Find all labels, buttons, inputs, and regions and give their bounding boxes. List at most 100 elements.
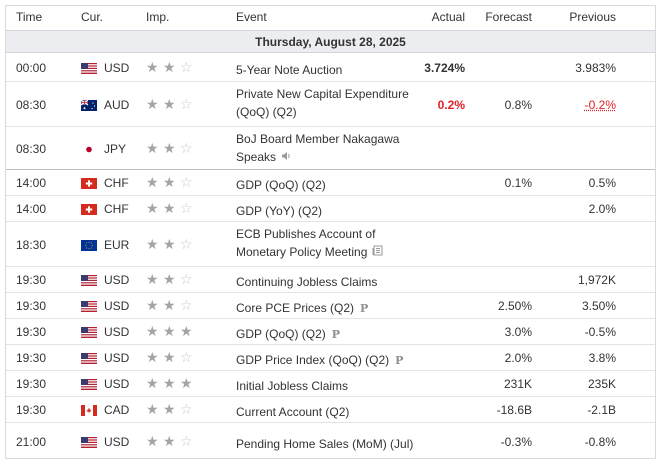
forecast-value: 0.1%	[504, 176, 532, 190]
header-forecast[interactable]: Forecast	[485, 10, 532, 24]
event-time: 14:00	[16, 176, 47, 190]
event-name[interactable]: ECB Publishes Account of Monetary Policy…	[236, 227, 376, 259]
star-empty-icon: ☆	[180, 401, 193, 417]
event-name[interactable]: Current Account (Q2)	[236, 405, 350, 419]
star-filled-icon: ★	[163, 200, 176, 216]
previous-value: 3.983%	[575, 61, 616, 75]
star-filled-icon: ★	[146, 349, 159, 365]
previous-value: -2.1B	[587, 403, 616, 417]
event-name[interactable]: GDP (YoY) (Q2)	[236, 204, 323, 218]
table-row[interactable]: 19:30 USD ★ ★ ☆ GDP Price Index (QoQ) (Q2) P 2.…	[6, 345, 655, 371]
event-name-link[interactable]: Continuing Jobless Claims	[236, 273, 421, 291]
event-name[interactable]: GDP (QoQ) (Q2)	[236, 178, 326, 192]
importance-rating: ★ ★ ☆	[146, 272, 197, 287]
preliminary-icon: P	[360, 302, 369, 315]
table-row[interactable]: 08:30 JPY ★ ★ ☆ BoJ Board Member Nakagawa Spe…	[6, 127, 655, 170]
event-name-link[interactable]: Current Account (Q2)	[236, 403, 421, 421]
importance-rating: ★ ★ ☆	[146, 175, 197, 190]
star-filled-icon: ★	[163, 433, 176, 449]
event-name[interactable]: GDP Price Index (QoQ) (Q2)	[236, 353, 390, 367]
event-name-link[interactable]: ECB Publishes Account of Monetary Policy…	[236, 225, 421, 262]
event-name[interactable]: 5-Year Note Auction	[236, 63, 343, 77]
event-name-link[interactable]: GDP (QoQ) (Q2) P	[236, 325, 421, 344]
table-row[interactable]: 08:30 AUD ★ ★ ☆ Private New Capital Expenditu…	[6, 82, 655, 127]
event-name-link[interactable]: Core PCE Prices (Q2) P	[236, 299, 421, 318]
star-empty-icon: ☆	[180, 200, 193, 216]
header-importance[interactable]: Imp.	[146, 10, 170, 24]
table-row[interactable]: 19:30 USD ★ ★ ★ Initial Jobless Claims 231K 235…	[6, 371, 655, 397]
table-row[interactable]: 14:00 CHF ★ ★ ☆ GDP (QoQ) (Q2) 0.1% 0.5%	[6, 170, 655, 196]
event-name[interactable]: Continuing Jobless Claims	[236, 275, 378, 289]
currency-code: USD	[104, 377, 130, 391]
event-time: 19:30	[16, 351, 47, 365]
importance-rating: ★ ★ ☆	[146, 402, 197, 417]
us-flag-icon	[81, 63, 97, 74]
ch-flag-icon	[81, 178, 97, 189]
star-filled-icon: ★	[146, 140, 159, 156]
table-row[interactable]: 18:30 EUR ★ ★ ☆ ECB Publishes Account of Mone…	[6, 222, 655, 267]
star-filled-icon: ★	[146, 200, 159, 216]
table-row[interactable]: 21:00 USD ★ ★ ☆ Pending Home Sales (MoM) (Jul…	[6, 423, 655, 458]
star-filled-icon: ★	[163, 297, 176, 313]
header-event[interactable]: Event	[236, 10, 267, 24]
event-name-link[interactable]: Pending Home Sales (MoM) (Jul)	[236, 435, 421, 453]
star-filled-icon: ★	[163, 271, 176, 287]
star-filled-icon: ★	[146, 59, 159, 75]
event-time: 19:30	[16, 325, 47, 339]
event-name-link[interactable]: Initial Jobless Claims	[236, 377, 421, 395]
table-row[interactable]: 19:30 USD ★ ★ ★ GDP (QoQ) (Q2) P 3.0% -0.5%	[6, 319, 655, 345]
event-name-link[interactable]: BoJ Board Member Nakagawa Speaks	[236, 130, 421, 167]
event-name-link[interactable]: 5-Year Note Auction	[236, 61, 421, 79]
table-row[interactable]: 19:30 USD ★ ★ ☆ Continuing Jobless Claims 1,97…	[6, 267, 655, 293]
header-currency[interactable]: Cur.	[81, 10, 104, 24]
us-flag-icon	[81, 301, 97, 312]
header-actual[interactable]: Actual	[431, 10, 465, 24]
event-name-link[interactable]: GDP (QoQ) (Q2)	[236, 176, 421, 194]
star-filled-icon: ★	[146, 236, 159, 252]
us-flag-icon	[81, 437, 97, 448]
currency-code: CAD	[104, 403, 130, 417]
star-empty-icon: ☆	[180, 96, 193, 112]
currency-code: USD	[104, 325, 130, 339]
previous-value[interactable]: -0.2%	[584, 98, 616, 112]
table-row[interactable]: 19:30 CAD ★ ★ ☆ Current Account (Q2) -18.6B -2.…	[6, 397, 655, 423]
forecast-value: 2.0%	[504, 351, 532, 365]
table-row[interactable]: 14:00 CHF ★ ★ ☆ GDP (YoY) (Q2) 2.0%	[6, 196, 655, 222]
event-name[interactable]: GDP (QoQ) (Q2)	[236, 327, 326, 341]
currency-code: AUD	[104, 98, 130, 112]
jp-flag-icon	[81, 144, 97, 155]
importance-rating: ★ ★ ☆	[146, 141, 197, 156]
star-filled-icon: ★	[163, 349, 176, 365]
header-time[interactable]: Time	[16, 10, 43, 24]
header-previous[interactable]: Previous	[569, 10, 616, 24]
star-filled-icon: ★	[146, 174, 159, 190]
event-name-link[interactable]: GDP (YoY) (Q2)	[236, 202, 421, 220]
event-name[interactable]: Core PCE Prices (Q2)	[236, 301, 355, 315]
importance-rating: ★ ★ ★	[146, 376, 197, 391]
us-flag-icon	[81, 327, 97, 338]
event-time: 19:30	[16, 377, 47, 391]
star-filled-icon: ★	[146, 96, 159, 112]
forecast-value: -0.3%	[500, 435, 532, 449]
speaker-icon	[281, 149, 292, 167]
event-name-link[interactable]: GDP Price Index (QoQ) (Q2) P	[236, 351, 421, 370]
importance-rating: ★ ★ ☆	[146, 201, 197, 216]
star-filled-icon: ★	[146, 375, 159, 391]
event-name[interactable]: BoJ Board Member Nakagawa Speaks	[236, 132, 400, 164]
star-empty-icon: ☆	[180, 174, 193, 190]
event-time: 08:30	[16, 142, 47, 156]
event-name[interactable]: Pending Home Sales (MoM) (Jul)	[236, 437, 414, 451]
importance-rating: ★ ★ ☆	[146, 434, 197, 449]
table-row[interactable]: 19:30 USD ★ ★ ☆ Core PCE Prices (Q2) P 2.50% 3.5…	[6, 293, 655, 319]
star-filled-icon: ★	[163, 236, 176, 252]
forecast-value: 2.50%	[497, 299, 532, 313]
actual-value: 0.2%	[437, 98, 465, 112]
table-row[interactable]: 00:00 USD ★ ★ ☆ 5-Year Note Auction 3.724% 3.98…	[6, 53, 655, 82]
event-name[interactable]: Private New Capital Expenditure (QoQ) (Q…	[236, 87, 409, 119]
event-name-link[interactable]: Private New Capital Expenditure (QoQ) (Q…	[236, 85, 421, 121]
ca-flag-icon	[81, 405, 97, 416]
star-filled-icon: ★	[163, 375, 176, 391]
event-name[interactable]: Initial Jobless Claims	[236, 379, 349, 393]
star-empty-icon: ☆	[180, 59, 193, 75]
star-filled-icon: ★	[180, 323, 193, 339]
